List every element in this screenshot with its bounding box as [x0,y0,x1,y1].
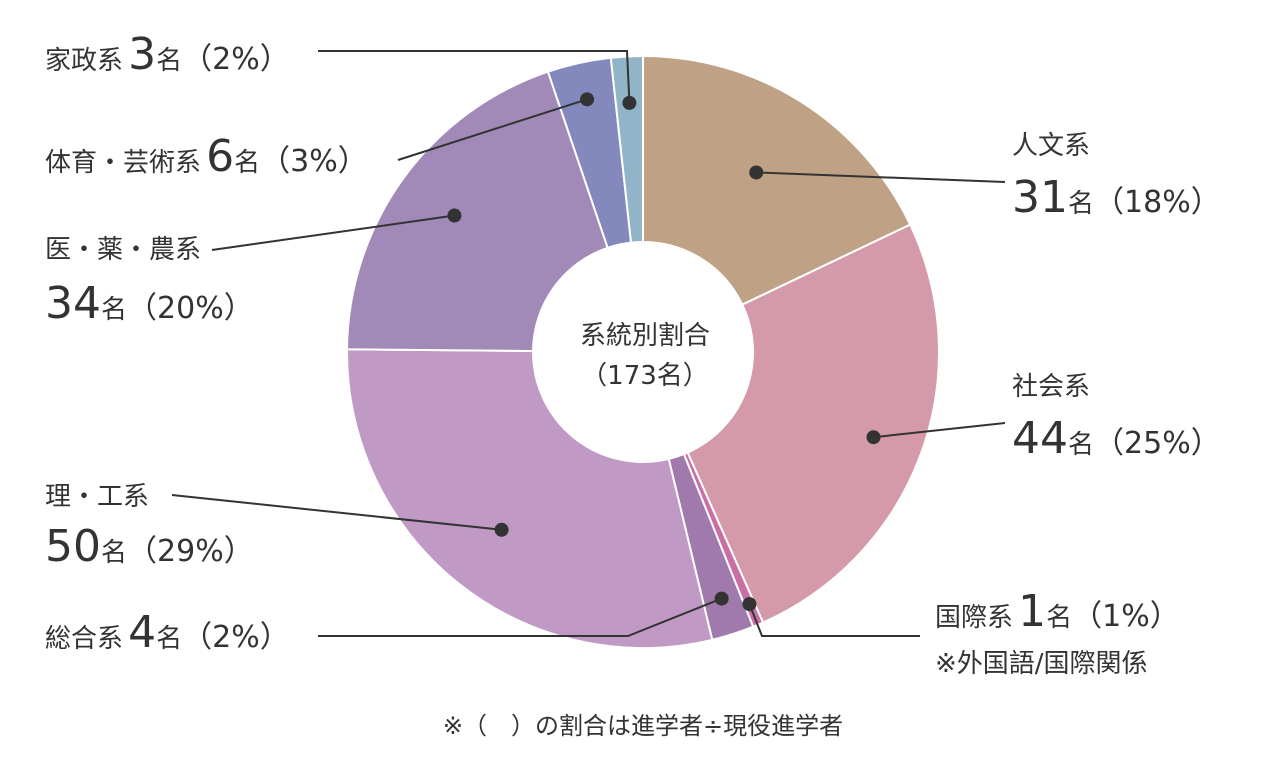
chart-total: （173名） [581,361,709,392]
slice-percent-general: （2%） [182,620,290,655]
pie-slice-science [346,348,714,649]
slice-percent-medical: （20%） [127,291,254,326]
slice-percent-science: （29%） [127,534,254,569]
unit-label: 名 [101,538,128,568]
unit-label: 名 [1068,189,1095,219]
slice-count-humanities: 31 [1012,172,1068,223]
slice-count-international: 1 [1018,586,1047,637]
slice-count-science: 50 [45,521,101,572]
slice-note-international: ※外国語/国際関係 [935,649,1148,679]
leader-dot-general [714,591,729,606]
leader-dot-home-economics [622,95,637,110]
leader-line-social [873,422,1006,439]
slice-value-international: 国際系 1名（1%） [935,590,1180,634]
slice-count-general: 4 [128,607,157,658]
leader-dot-science [494,522,509,537]
slice-percent-home-economics: （2%） [182,42,290,77]
slice-value-humanities: 31名（18%） [1012,176,1221,220]
chart-title: 系統別割合 [579,321,710,351]
leader-line-humanities [756,171,1006,183]
leader-dot-international [742,597,757,612]
slice-count-medical: 34 [45,278,101,329]
slice-label-social: 社会系 [1012,372,1091,402]
unit-label: 名 [156,46,183,76]
footnote: ※（ ）の割合は進学者÷現役進学者 [442,712,844,740]
slice-label-medical: 医・薬・農系 [45,235,202,265]
slice-count-arts: 6 [206,131,235,182]
unit-label: 名 [234,148,261,178]
slice-value-medical: 34名（20%） [45,282,254,326]
slice-label-humanities: 人文系 [1012,131,1091,161]
slice-count-social: 44 [1012,413,1068,464]
slice-value-home-economics: 家政系 3名（2%） [45,33,290,77]
pie-slice-medical [346,70,609,353]
chart-center-label: 系統別割合 （173名） [545,316,745,397]
unit-label: 名 [101,295,128,325]
leader-line-international [748,603,920,637]
slice-value-social: 44名（25%） [1012,417,1221,461]
slice-percent-humanities: （18%） [1094,185,1221,220]
slice-value-arts: 体育・芸術系 6名（3%） [45,135,368,179]
pie-slice-humanities [642,54,912,306]
slice-percent-international: （1%） [1072,599,1180,634]
leader-dot-arts [580,92,595,107]
slice-label-general: 総合系 [45,624,124,654]
unit-label: 名 [156,624,183,654]
leader-dot-humanities [749,165,764,180]
leader-line-science [171,494,502,531]
slice-label-science: 理・工系 [45,482,150,512]
slice-label-international: 国際系 [935,603,1014,633]
leader-dot-medical [447,208,462,223]
leader-line-home-economics [318,50,631,103]
unit-label: 名 [1046,603,1073,633]
leader-line-arts [397,98,588,161]
slice-percent-arts: （3%） [260,144,368,179]
pie-slice-social [686,223,940,624]
slice-count-home-economics: 3 [128,29,157,80]
unit-label: 名 [1068,430,1095,460]
leader-line-general [318,597,723,637]
leader-dot-social [866,430,881,445]
slice-label-arts: 体育・芸術系 [45,148,202,178]
leader-line-medical [211,214,455,251]
slice-label-home-economics: 家政系 [45,46,124,76]
slice-percent-social: （25%） [1094,426,1221,461]
slice-value-general: 総合系 4名（2%） [45,611,290,655]
slice-value-science: 50名（29%） [45,525,254,569]
